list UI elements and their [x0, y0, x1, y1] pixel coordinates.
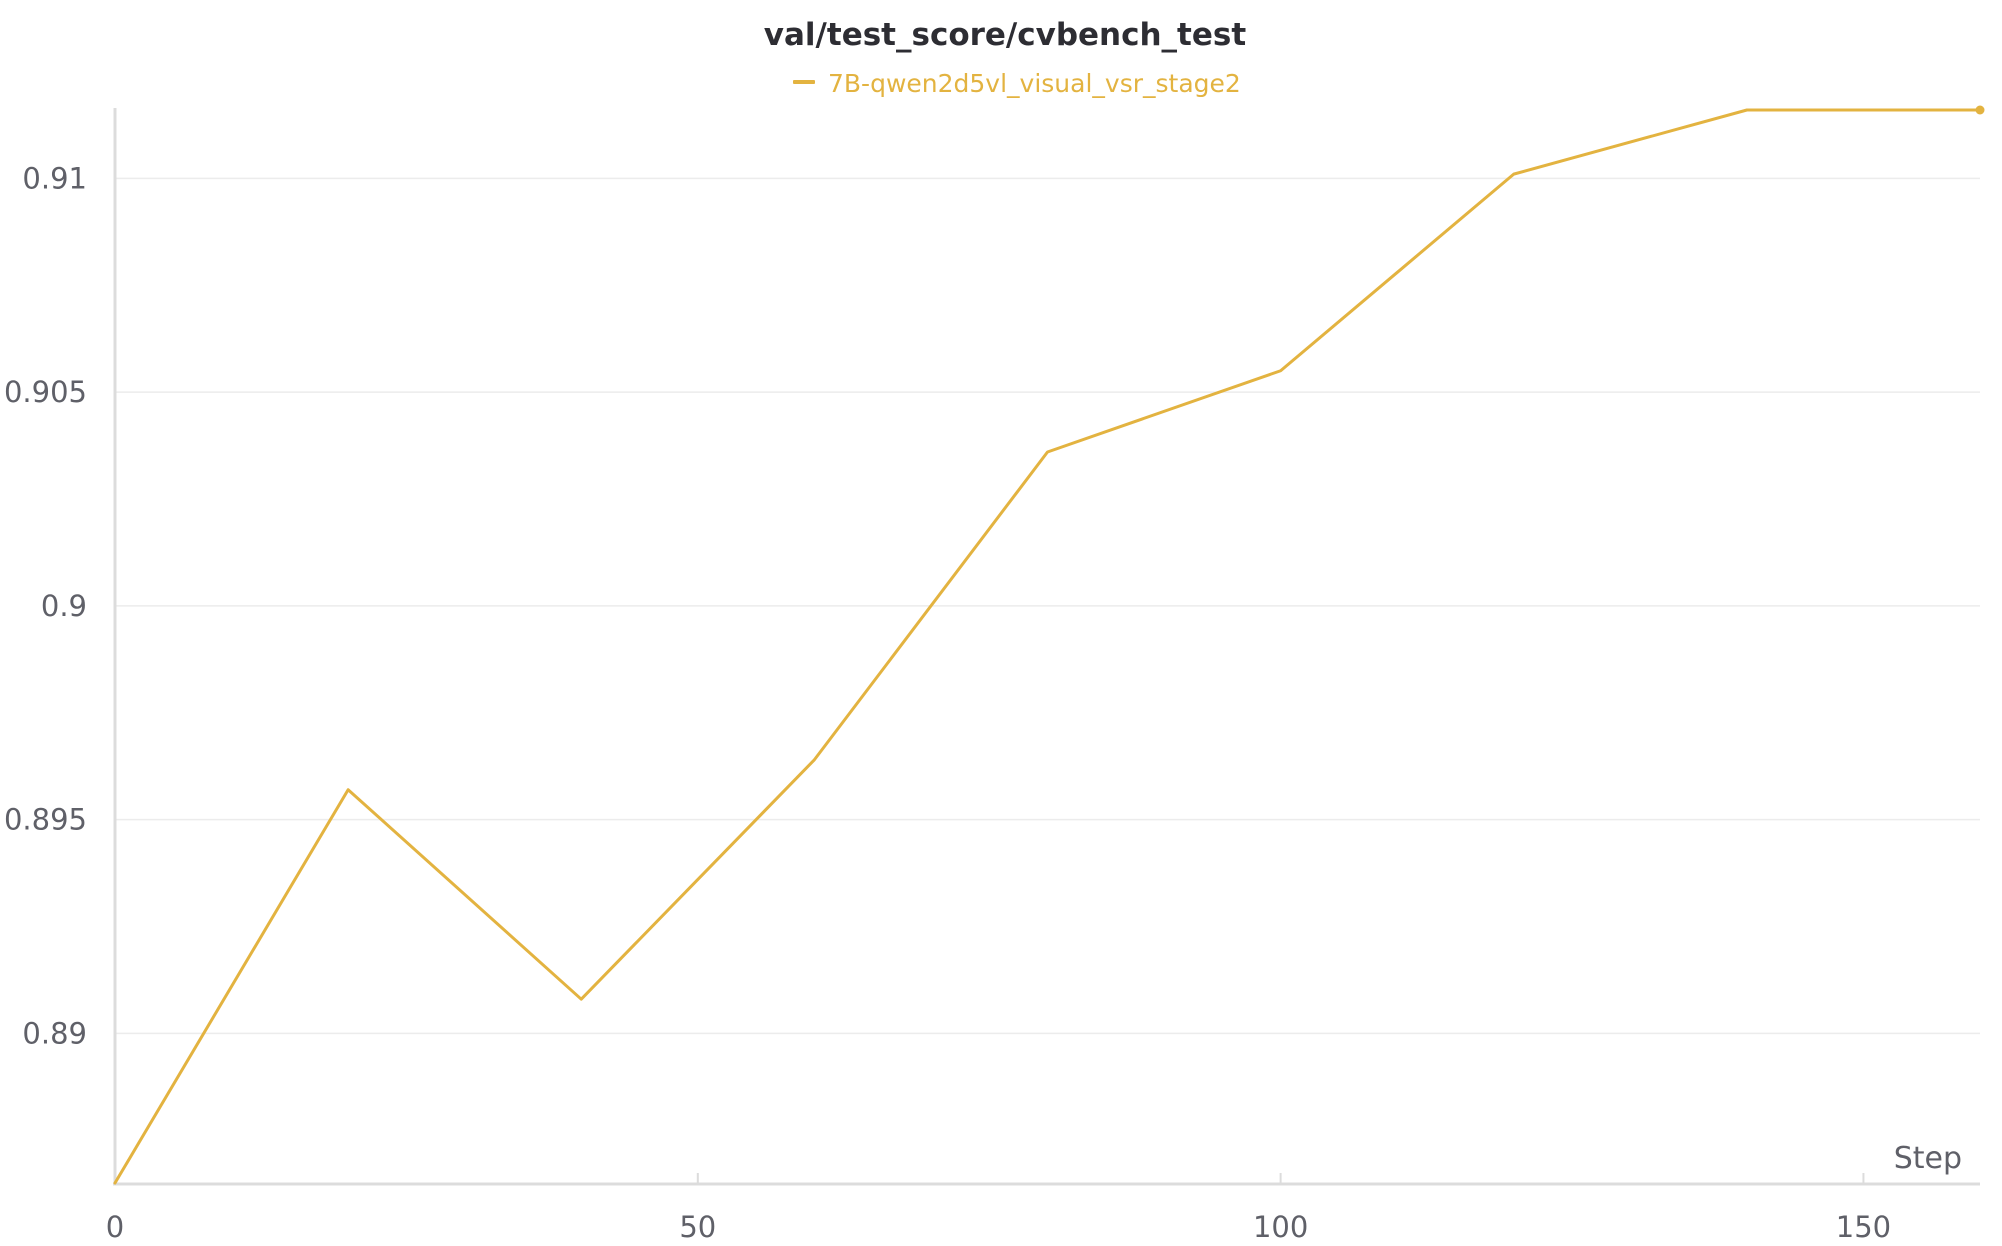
y-axis-ticks: 0.89 0.895 0.9 0.905 0.91 [4, 161, 87, 1050]
x-axis-ticks: 0 50 100 150 [106, 1173, 1891, 1244]
y-tick-label: 0.895 [4, 803, 87, 837]
x-tick-label: 0 [106, 1210, 124, 1244]
y-tick-label: 0.91 [22, 161, 87, 195]
x-axis-title: Step [1894, 1141, 1962, 1176]
grid-lines [115, 177, 1980, 1035]
legend-swatch-icon [793, 80, 815, 84]
x-tick-label: 150 [1836, 1210, 1891, 1244]
y-tick-label: 0.905 [4, 375, 87, 409]
chart-title: val/test_score/cvbench_test [764, 17, 1247, 53]
axes [113, 108, 1980, 1186]
legend[interactable]: 7B-qwen2d5vl_visual_vsr_stage2 [793, 69, 1241, 98]
data-point [1975, 105, 1985, 115]
y-tick-label: 0.89 [22, 1016, 87, 1050]
x-tick-label: 50 [679, 1210, 716, 1244]
series-line [113, 108, 1982, 1185]
series-layer [113, 105, 1985, 1185]
legend-series-label: 7B-qwen2d5vl_visual_vsr_stage2 [828, 69, 1241, 98]
x-tick-label: 100 [1253, 1210, 1308, 1244]
y-tick-label: 0.9 [41, 589, 87, 623]
